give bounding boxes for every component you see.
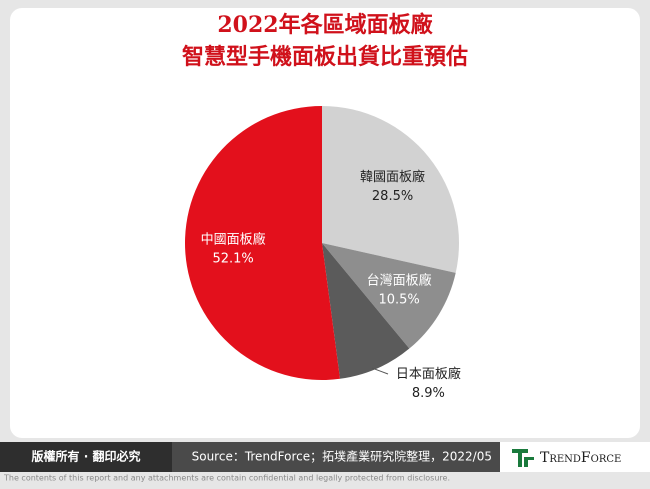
slice-label: 台灣面板廠 <box>367 273 432 289</box>
chart-title: 2022年各區域面板廠 <box>217 12 433 38</box>
footer-left <box>0 442 172 472</box>
leader-line <box>371 367 389 375</box>
copyright: 版權所有 · 翻印必究 <box>32 449 141 464</box>
logo: TrendForce <box>540 450 621 466</box>
value-label: 52.1% <box>212 251 253 266</box>
pie-slice <box>322 243 410 379</box>
pie-slice <box>322 243 456 349</box>
slice-label: 日本面板廠 <box>396 366 461 382</box>
logo-icon <box>512 449 534 467</box>
pie-slice <box>322 106 459 273</box>
disclaimer: The contents of this report and any atta… <box>3 474 450 483</box>
value-label: 28.5% <box>372 189 413 204</box>
pie: 韓國面板廠 28.5% 台灣面板廠 10.5% 日本面板廠 8.9% 中國面板廠 52.1% <box>184 106 461 401</box>
slice-label: 韓國面板廠 <box>360 169 425 185</box>
slice-label: 中國面板廠 <box>201 231 266 247</box>
source: Source：TrendForce；拓墣產業研究院整理，2022/05 <box>192 449 492 464</box>
value-label: 8.9% <box>412 386 445 401</box>
pie-slice <box>184 106 341 381</box>
chart-subtitle: 智慧型手機面板出貨比重預估 <box>182 44 468 70</box>
value-label: 10.5% <box>378 293 419 308</box>
